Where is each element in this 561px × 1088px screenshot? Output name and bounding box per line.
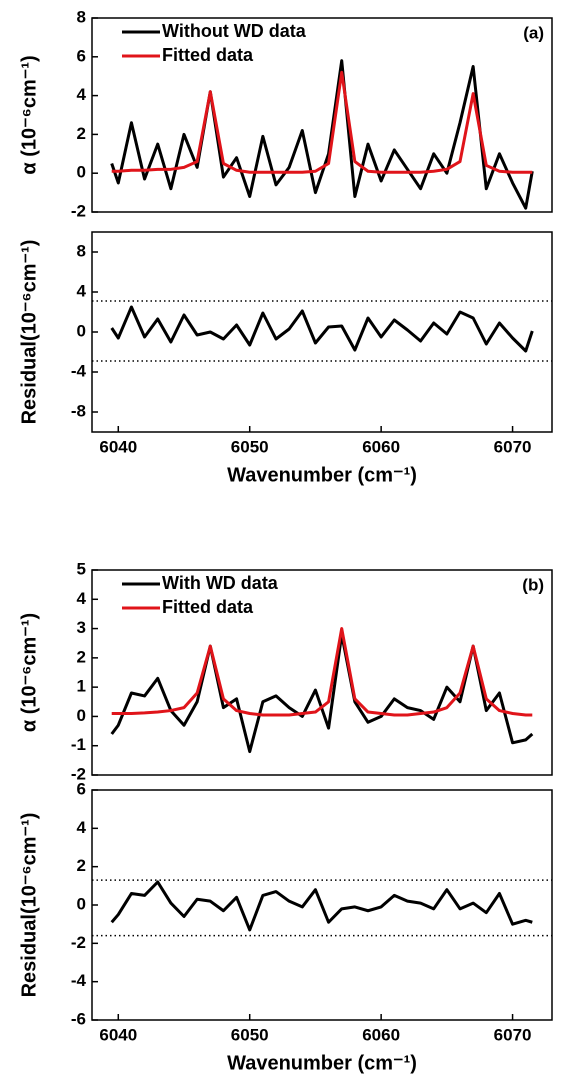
y-tick-label: -2 [71, 201, 86, 220]
data-line [110, 880, 533, 932]
y-tick-label: 0 [77, 163, 86, 182]
data-line [110, 59, 534, 210]
y-tick-label: -2 [71, 933, 86, 952]
legend-label: With WD data [162, 573, 279, 593]
plot-frame [91, 231, 553, 433]
y-tick-label: 4 [77, 281, 87, 300]
y-tick-label: 3 [77, 618, 86, 637]
y-tick-label: 2 [77, 647, 86, 666]
x-tick-label: 6040 [99, 1025, 137, 1044]
y-axis-title: Residual(10⁻⁶cm⁻¹) [18, 813, 40, 998]
x-tick-label: 6070 [494, 437, 532, 456]
y-tick-label: 5 [77, 559, 86, 578]
y-tick-label: 0 [77, 706, 86, 725]
plot-frame [91, 569, 553, 776]
data-line [110, 305, 534, 353]
y-axis-title: α (10⁻⁶cm⁻¹) [18, 55, 40, 174]
legend-label: Without WD data [162, 21, 307, 41]
y-tick-label: 4 [77, 85, 87, 104]
data-line [111, 70, 533, 174]
x-axis-title: Wavenumber (cm⁻¹) [227, 464, 417, 486]
y-tick-label: 6 [77, 46, 86, 65]
y-tick-label: 2 [77, 124, 86, 143]
y-tick-label: 4 [77, 589, 87, 608]
y-tick-label: -6 [71, 1009, 86, 1028]
panel-label: (a) [523, 23, 544, 42]
x-tick-label: 6070 [494, 1025, 532, 1044]
y-tick-label: 1 [77, 677, 86, 696]
data-line [111, 627, 533, 717]
plot-frame [91, 17, 553, 213]
x-tick-label: 6050 [231, 1025, 269, 1044]
x-tick-label: 6060 [362, 437, 400, 456]
y-tick-label: 6 [77, 779, 86, 798]
x-tick-label: 6050 [231, 437, 269, 456]
legend-label: Fitted data [162, 45, 254, 65]
y-tick-label: -4 [71, 361, 87, 380]
y-tick-label: 2 [77, 856, 86, 875]
x-tick-label: 6040 [99, 437, 137, 456]
legend-label: Fitted data [162, 597, 254, 617]
y-tick-label: -4 [71, 971, 87, 990]
y-tick-label: -2 [71, 764, 86, 783]
y-tick-label: 8 [77, 241, 86, 260]
y-axis-title: α (10⁻⁶cm⁻¹) [18, 613, 40, 732]
x-tick-label: 6060 [362, 1025, 400, 1044]
x-axis-title: Wavenumber (cm⁻¹) [227, 1052, 417, 1074]
data-line [110, 632, 534, 754]
y-tick-label: 0 [77, 321, 86, 340]
y-tick-label: 4 [77, 818, 87, 837]
y-tick-label: -8 [71, 401, 86, 420]
y-tick-label: -1 [71, 735, 86, 754]
y-tick-label: 8 [77, 7, 86, 26]
y-axis-title: Residual(10⁻⁶cm⁻¹) [18, 240, 40, 425]
panel-label: (b) [522, 575, 544, 594]
y-tick-label: 0 [77, 894, 86, 913]
